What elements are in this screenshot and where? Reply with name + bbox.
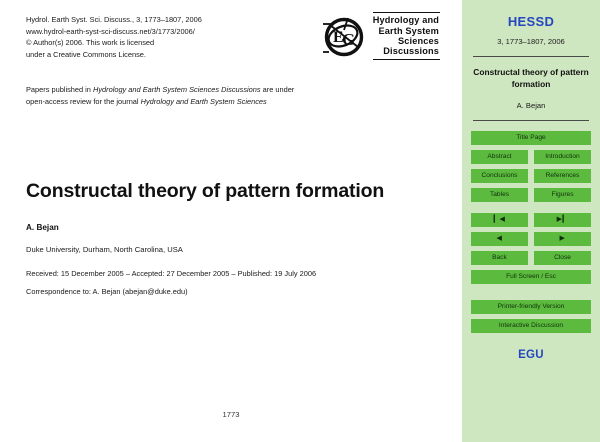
sidebar-divider-top [473, 56, 589, 57]
introduction-button[interactable]: Introduction [534, 150, 591, 164]
full-screen-button[interactable]: Full Screen / Esc [471, 270, 591, 284]
paper-correspondence: Correspondence to: A. Bejan (abejan@duke… [26, 286, 188, 296]
figures-button[interactable]: Figures [534, 188, 591, 202]
nav-row-prev-next: ◀ ▶ [471, 232, 591, 246]
logo-line-1: Hydrology and [372, 15, 439, 26]
imprint-block: Hydrol. Earth Syst. Sci. Discuss., 3, 17… [26, 14, 202, 60]
sidebar-paper-title: Constructal theory of pattern formation [473, 67, 589, 89]
conclusions-button[interactable]: Conclusions [471, 169, 528, 183]
review-note: Papers published in Hydrology and Earth … [26, 84, 446, 107]
page-number: 1773 [222, 410, 240, 419]
sidebar-citation: 3, 1773–1807, 2006 [497, 37, 565, 46]
imprint-line-3: © Author(s) 2006. This work is licensed [26, 38, 155, 48]
masthead: Hydrol. Earth Syst. Sci. Discuss., 3, 17… [26, 12, 446, 60]
last-page-icon[interactable]: ▶▎ [534, 213, 591, 227]
title-block: Constructal theory of pattern formation … [26, 180, 446, 296]
review-note-text-2: are under [260, 85, 295, 95]
paper-author: A. Bejan [26, 222, 59, 232]
review-note-line-2: open-access review for the journal Hydro… [26, 96, 446, 108]
imprint-line-4: under a Creative Commons License. [26, 49, 146, 59]
nav-row-first-last: ▎◀ ▶▎ [471, 213, 591, 227]
logo-line-3: Sciences [397, 36, 439, 46]
svg-text:G: G [342, 30, 355, 49]
imprint-line-2: www.hydrol-earth-syst-sci-discuss.net/3/… [26, 26, 195, 36]
paper-dates: Received: 15 December 2005 – Accepted: 2… [26, 268, 317, 278]
imprint-line-1: Hydrol. Earth Syst. Sci. Discuss., 3, 17… [26, 15, 202, 24]
review-note-text-1: Papers published in [26, 85, 93, 95]
publisher-logo: EGU [518, 349, 544, 361]
svg-text:E: E [333, 29, 344, 46]
section-row-abstract: Abstract Introduction [471, 150, 591, 164]
sidebar-spacer [471, 289, 591, 300]
journal-logo: E G Hydrology and Earth System Sciences … [321, 12, 440, 60]
references-button[interactable]: References [534, 169, 591, 183]
tables-button[interactable]: Tables [471, 188, 528, 202]
previous-page-icon[interactable]: ◀ [471, 232, 528, 246]
journal-abbreviation: HESSD [507, 14, 555, 29]
section-row-conclusions: Conclusions References [471, 169, 591, 183]
egu-logo-icon: E G [322, 17, 363, 57]
nav-row-back-close: Back Close [471, 251, 591, 265]
next-page-icon[interactable]: ▶ [534, 232, 591, 246]
journal-name-hess: Hydrology and Earth System Sciences [140, 96, 267, 106]
printer-friendly-button[interactable]: Printer-friendly Version [471, 300, 591, 314]
close-button[interactable]: Close [534, 251, 591, 265]
interactive-discussion-button[interactable]: Interactive Discussion [471, 319, 591, 333]
logo-line-4: Discussions [383, 46, 439, 57]
journal-logo-text: Hydrology and Earth System Sciences Disc… [372, 12, 440, 60]
logo-line-2: Earth System [378, 25, 439, 36]
abstract-button[interactable]: Abstract [471, 150, 528, 164]
section-row-tables: Tables Figures [471, 188, 591, 202]
review-note-line-1: Papers published in Hydrology and Earth … [26, 84, 446, 96]
sidebar-paper-author: A. Bejan [516, 101, 546, 110]
first-page-icon[interactable]: ▎◀ [471, 213, 528, 227]
main-content: Hydrol. Earth Syst. Sci. Discuss., 3, 17… [26, 12, 446, 419]
journal-name-discussions: Hydrology and Earth System Sciences Disc… [92, 85, 261, 95]
title-page-button[interactable]: Title Page [471, 131, 591, 145]
page-title: Constructal theory of pattern formation [26, 179, 385, 202]
review-note-text-3: open-access review for the journal [26, 96, 141, 106]
sidebar-divider-bottom [473, 120, 589, 121]
sidebar: HESSD 3, 1773–1807, 2006 Constructal the… [462, 0, 600, 442]
paper-affiliation: Duke University, Durham, North Carolina,… [26, 244, 183, 254]
back-button[interactable]: Back [471, 251, 528, 265]
navigation-group: ▎◀ ▶▎ ◀ ▶ Back Close Full Screen / Esc [471, 213, 591, 284]
